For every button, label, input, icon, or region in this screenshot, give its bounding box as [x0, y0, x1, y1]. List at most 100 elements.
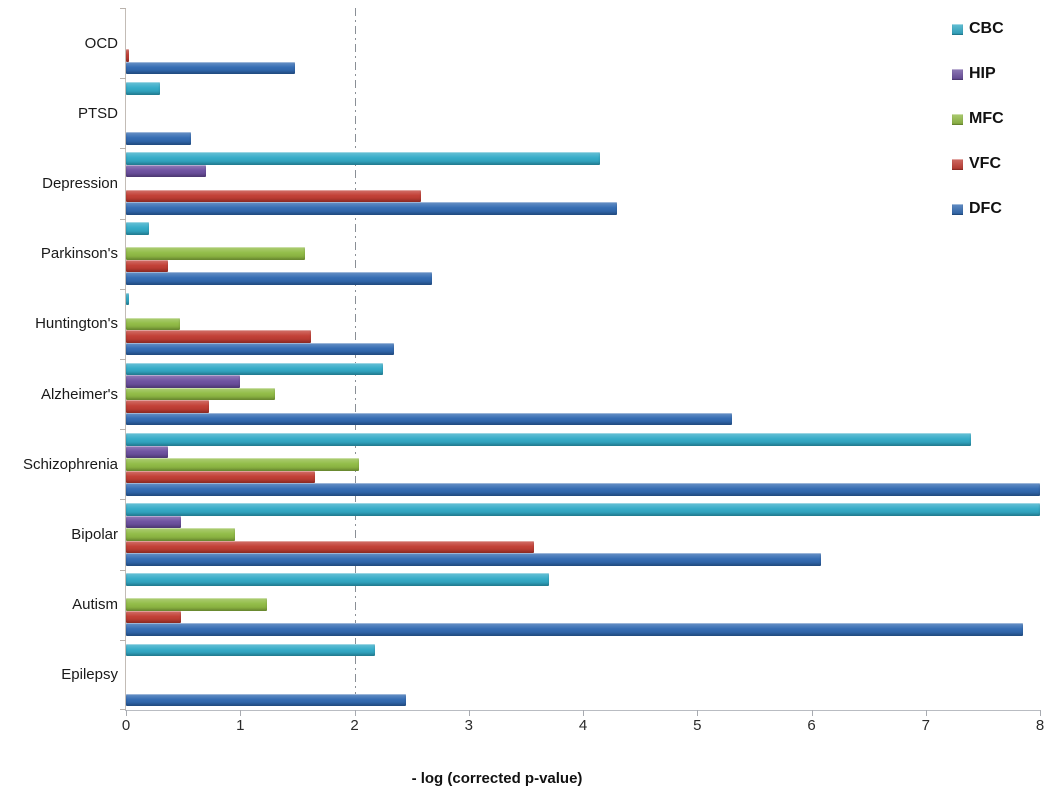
category-label-ptsd: PTSD: [77, 104, 118, 122]
bar-slot: [126, 164, 1040, 178]
bar-slot: [126, 656, 1040, 669]
y-axis-category-labels: OCD PTSD Depression Parkinson's Huntington's…: [0, 8, 118, 710]
bar-slot: [126, 189, 1040, 203]
bar-VFC-bipolar: [126, 540, 534, 554]
legend-swatch-VFC: [952, 158, 963, 170]
legend-swatch-CBC: [952, 23, 963, 35]
bar-DFC-epilepsy: [126, 693, 406, 707]
x-axis-tick: [697, 710, 699, 716]
bar-MFC-autism: [126, 598, 267, 611]
bar-slot: [126, 412, 1040, 426]
bar-slot: [126, 82, 1040, 95]
bar-VFC-huntingtons: [126, 330, 312, 343]
bar-slot: [126, 120, 1040, 133]
bar-VFC-ocd: [126, 49, 130, 62]
bar-DFC-huntingtons: [126, 342, 395, 356]
x-axis-tick: [126, 710, 127, 716]
bar-VFC-parkinsons: [126, 259, 169, 273]
x-tick-label-4: 4: [578, 717, 588, 734]
bar-MFC-schizophrenia: [126, 458, 360, 471]
category-label-schizophrenia: Schizophrenia: [22, 455, 118, 473]
legend-item-MFC: MFC: [952, 110, 1004, 128]
bar-CBC-parkinsons: [126, 222, 149, 235]
x-tick-label-1: 1: [236, 717, 245, 734]
bar-slot: [126, 362, 1040, 376]
bar-slot: [126, 458, 1040, 471]
legend-item-CBC: CBC: [952, 20, 1004, 38]
bar-slot: [126, 305, 1040, 318]
bar-slot: [126, 433, 1040, 446]
x-axis-tick: [468, 710, 470, 716]
legend-label-DFC: DFC: [969, 200, 1002, 217]
y-axis-tick: [120, 78, 126, 79]
bar-slot: [126, 342, 1040, 356]
bar-slot: [126, 669, 1040, 682]
x-tick-label-2: 2: [350, 717, 359, 734]
bar-slot: [126, 693, 1040, 707]
bar-CBC-schizophrenia: [126, 433, 972, 446]
legend-item-HIP: HIP: [952, 65, 996, 83]
bar-slot: [126, 24, 1040, 37]
bar-slot: [126, 483, 1040, 496]
bar-MFC-bipolar: [126, 528, 235, 541]
bar-slot: [126, 202, 1040, 215]
bar-slot: [126, 330, 1040, 343]
bar-slot: [126, 515, 1040, 529]
bar-slot: [126, 37, 1040, 50]
bar-DFC-autism: [126, 623, 1023, 636]
x-axis-tick-labels: 0 1 2 3 4 5 6 7 8: [122, 717, 1044, 737]
y-axis-tick: [120, 570, 126, 571]
plot-area: [120, 8, 1041, 716]
y-axis-tick: [120, 359, 126, 360]
bar-slot: [126, 598, 1040, 611]
bar-DFC-ocd: [126, 61, 296, 75]
legend-swatch-DFC: [952, 203, 963, 215]
bar-CBC-huntingtons: [126, 292, 130, 306]
bar-slot: [126, 400, 1040, 413]
bar-slot: [126, 107, 1040, 120]
bar-slot: [126, 503, 1040, 516]
category-label-autism: Autism: [72, 596, 118, 614]
bar-group-ptsd: [126, 78, 1040, 148]
y-axis-tick: [120, 148, 126, 149]
x-axis-tick: [583, 710, 584, 716]
x-tick-label-6: 6: [807, 717, 816, 734]
legend-label-HIP: HIP: [969, 65, 996, 82]
legend-swatch-HIP: [952, 68, 963, 80]
y-axis-tick: [120, 709, 126, 710]
bar-slot: [126, 177, 1040, 190]
legend-item-DFC: DFC: [952, 200, 1002, 218]
bar-slot: [126, 317, 1040, 331]
bar-slot: [126, 49, 1040, 62]
bar-slot: [126, 12, 1040, 25]
x-axis-tick: [925, 710, 927, 716]
bar-slot: [126, 445, 1040, 459]
legend-swatch-MFC: [952, 113, 963, 125]
bar-HIP-depression: [126, 164, 206, 178]
bar-slot: [126, 528, 1040, 541]
bar-CBC-ptsd: [126, 82, 161, 95]
bar-HIP-schizophrenia: [126, 445, 169, 459]
bar-group-bipolar: [126, 499, 1040, 569]
bar-slot: [126, 586, 1040, 599]
bar-slot: [126, 61, 1040, 75]
y-axis-tick: [120, 640, 126, 641]
x-axis-title: - log (corrected p-value): [411, 770, 583, 787]
bar-slot: [126, 235, 1040, 248]
bar-slot: [126, 95, 1040, 108]
y-axis-tick: [120, 8, 126, 9]
bar-CBC-bipolar: [126, 503, 1040, 516]
x-axis-tick: [1040, 710, 1041, 716]
category-label-epilepsy: Epilepsy: [61, 666, 118, 684]
legend-label-CBC: CBC: [969, 20, 1004, 37]
bar-VFC-autism: [126, 610, 181, 624]
bar-slot: [126, 132, 1040, 145]
bar-slot: [126, 222, 1040, 235]
bar-slot: [126, 681, 1040, 694]
significance-threshold-line: [354, 8, 356, 710]
bar-group-huntingtons: [126, 289, 1040, 359]
bar-MFC-parkinsons: [126, 247, 306, 260]
x-axis-tick: [240, 710, 242, 716]
bar-slot: [126, 610, 1040, 624]
x-tick-label-8: 8: [1035, 717, 1045, 734]
